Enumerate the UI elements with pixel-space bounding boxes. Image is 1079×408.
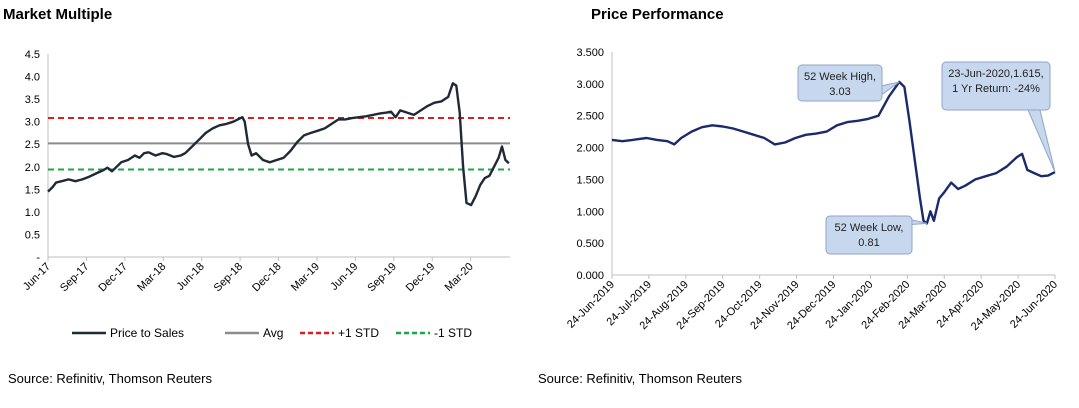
x-tick-label: Sep-17 bbox=[58, 261, 92, 295]
y-tick-label: 2.500 bbox=[576, 111, 604, 123]
y-tick-label: 4.5 bbox=[25, 49, 40, 61]
legend-label: +1 STD bbox=[338, 326, 379, 340]
price-performance-chart: 0.000 0.500 1.000 1.500 2.000 2.500 3.000 3.500… bbox=[565, 47, 1060, 333]
legend-label: -1 STD bbox=[434, 326, 472, 340]
callout-1: 52 Week High, 3.03 bbox=[797, 64, 900, 102]
market-multiple-chart: - 0.5 1.0 1.5 2.0 2.5 3.0 3.5 4.0 4.5 Jun-17 Sep-17… bbox=[21, 49, 510, 340]
y-tick-label: 3.5 bbox=[25, 94, 40, 106]
legend-label: Avg bbox=[263, 326, 283, 340]
x-tick-label: Dec-17 bbox=[96, 261, 130, 295]
callout-text: 0.81 bbox=[858, 237, 879, 249]
left-source-note: Source: Refinitiv, Thomson Reuters bbox=[8, 371, 212, 386]
y-tick-label: 0.000 bbox=[576, 270, 604, 282]
x-tick-label: Jun-17 bbox=[21, 261, 53, 293]
callout-text: 1 Yr Return: -24% bbox=[952, 83, 1040, 95]
y-tick-label: 0.5 bbox=[25, 229, 40, 241]
legend-label: Price to Sales bbox=[110, 326, 184, 340]
right-source-note: Source: Refinitiv, Thomson Reuters bbox=[538, 371, 742, 386]
y-tick-label: 1.000 bbox=[576, 206, 604, 218]
x-tick-label: Jun-19 bbox=[328, 261, 360, 293]
x-tick-label: Mar-18 bbox=[135, 261, 168, 294]
y-tick-label: 4.0 bbox=[25, 72, 40, 84]
y-tick-label: 2.0 bbox=[25, 162, 40, 174]
y-tick-label: 2.5 bbox=[25, 139, 40, 151]
y-tick-label: 1.5 bbox=[25, 184, 40, 196]
right-chart-title: Price Performance bbox=[591, 6, 724, 23]
y-tick-label: 2.000 bbox=[576, 143, 604, 155]
x-tick-label: Sep-18 bbox=[212, 261, 246, 295]
callout-2: 52 Week Low, 0.81 bbox=[825, 215, 928, 255]
y-tick-label: 3.500 bbox=[576, 47, 604, 59]
y-tick-label: - bbox=[36, 252, 40, 264]
x-tick-label: Dec-18 bbox=[250, 261, 284, 295]
y-tick-label: 0.500 bbox=[576, 238, 604, 250]
callout-text: 3.03 bbox=[829, 86, 850, 98]
y-tick-label: 1.500 bbox=[576, 174, 604, 186]
y-tick-label: 3.0 bbox=[25, 117, 40, 129]
callout-3: 23-Jun-2020,1.615, 1 Yr Return: -24% bbox=[941, 61, 1056, 173]
callout-pointer bbox=[1027, 109, 1056, 173]
x-tick-label: Dec-19 bbox=[404, 261, 438, 295]
callout-text: 52 Week Low, bbox=[835, 222, 904, 234]
x-tick-label: Jun-18 bbox=[175, 261, 207, 293]
x-tick-label: Mar-20 bbox=[443, 261, 476, 294]
callout-text: 23-Jun-2020,1.615, bbox=[948, 68, 1043, 80]
callout-text: 52 Week High, bbox=[804, 71, 876, 83]
price-to-sales-line bbox=[47, 82, 510, 207]
x-tick-label: Sep-19 bbox=[365, 261, 399, 295]
price-line bbox=[611, 80, 1056, 225]
y-tick-label: 3.000 bbox=[576, 79, 604, 91]
callout-box bbox=[797, 64, 883, 102]
x-tick-label: Mar-19 bbox=[289, 261, 322, 294]
left-chart-title: Market Multiple bbox=[3, 6, 113, 23]
y-tick-label: 1.0 bbox=[25, 207, 40, 219]
callout-box bbox=[825, 215, 913, 255]
callout-box bbox=[941, 61, 1051, 111]
